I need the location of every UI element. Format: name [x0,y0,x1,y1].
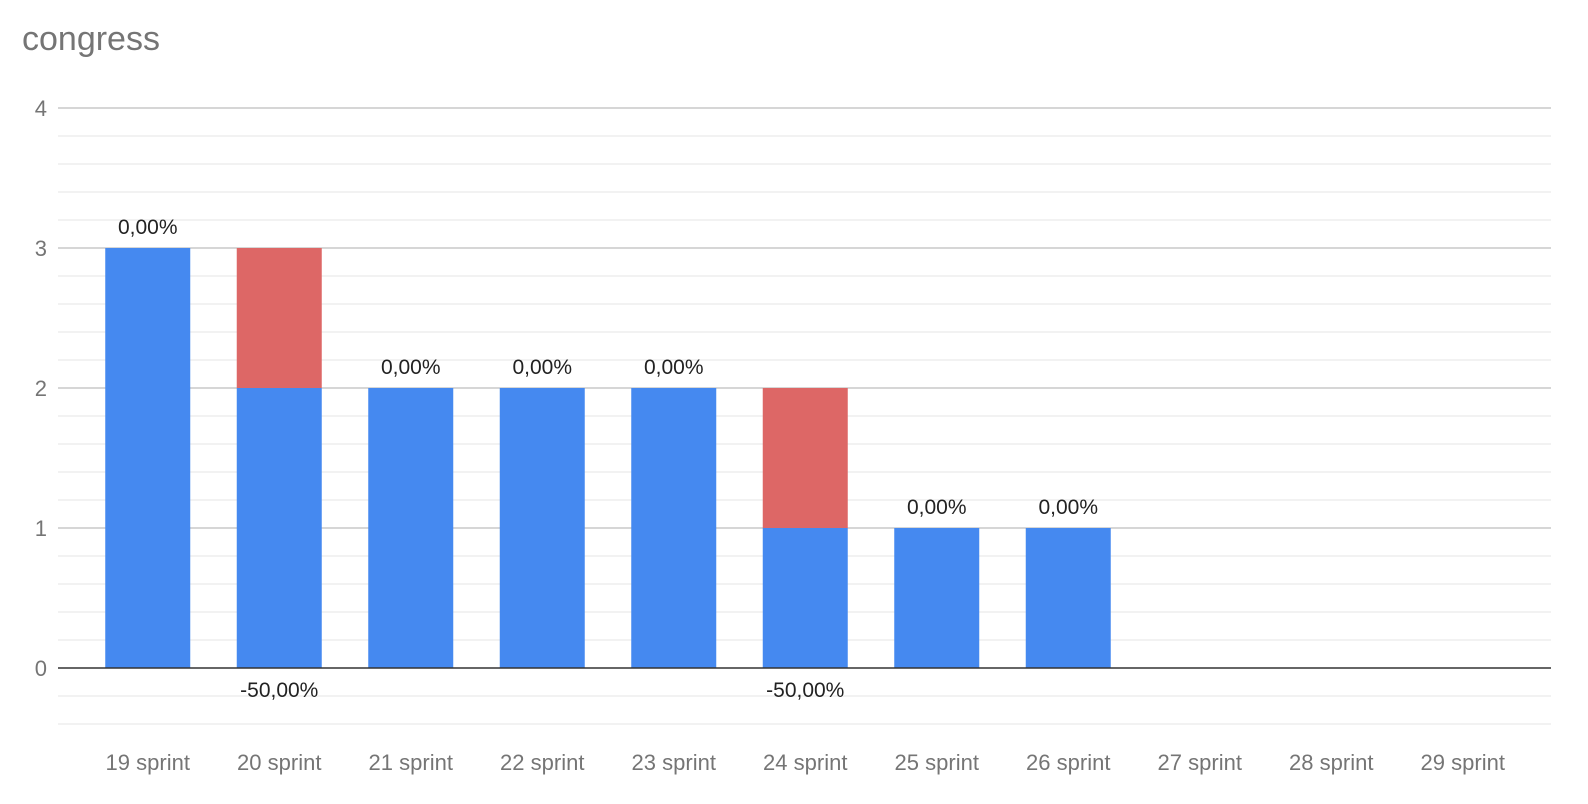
data-label: 0,00% [644,356,704,379]
data-label: -50,00% [766,679,844,702]
bar-segment [631,388,717,668]
bar-segment [368,388,454,668]
x-tick-label: 21 sprint [369,750,453,775]
x-tick-label: 28 sprint [1289,750,1373,775]
x-tick-label: 23 sprint [632,750,716,775]
data-label: 0,00% [381,356,441,379]
x-tick-label: 22 sprint [500,750,584,775]
data-label: 0,00% [1038,496,1098,519]
x-tick-label: 27 sprint [1158,750,1242,775]
bar-segment [1025,528,1111,668]
bar-segment [236,388,322,668]
x-tick-label: 20 sprint [237,750,321,775]
data-label: 0,00% [907,496,967,519]
y-tick-label: 4 [35,96,47,121]
bar-segment [499,388,585,668]
y-tick-label: 1 [35,516,47,541]
y-axis-ticks: 0 1 2 3 4 [35,96,47,681]
data-label: -50,00% [240,679,318,702]
data-label: 0,00% [118,216,178,239]
y-tick-label: 0 [35,656,47,681]
bar-segment [762,388,848,528]
x-tick-label: 19 sprint [106,750,190,775]
x-tick-label: 25 sprint [895,750,979,775]
y-tick-label: 3 [35,236,47,261]
chart-title: congress [22,20,160,58]
x-tick-label: 29 sprint [1421,750,1505,775]
x-tick-label: 26 sprint [1026,750,1110,775]
bar-segment [105,248,191,668]
data-labels: 0,00% -50,00% 0,00% 0,00% 0,00% -50,00% 0,00% 0… [118,216,1098,702]
data-label: 0,00% [512,356,572,379]
bars [105,248,1111,668]
y-tick-label: 2 [35,376,47,401]
x-tick-label: 24 sprint [763,750,847,775]
bar-segment [894,528,980,668]
x-axis-ticks: 19 sprint 20 sprint 21 sprint 22 sprint 23 s… [106,750,1505,775]
bar-segment [236,248,322,388]
bar-segment [762,528,848,668]
